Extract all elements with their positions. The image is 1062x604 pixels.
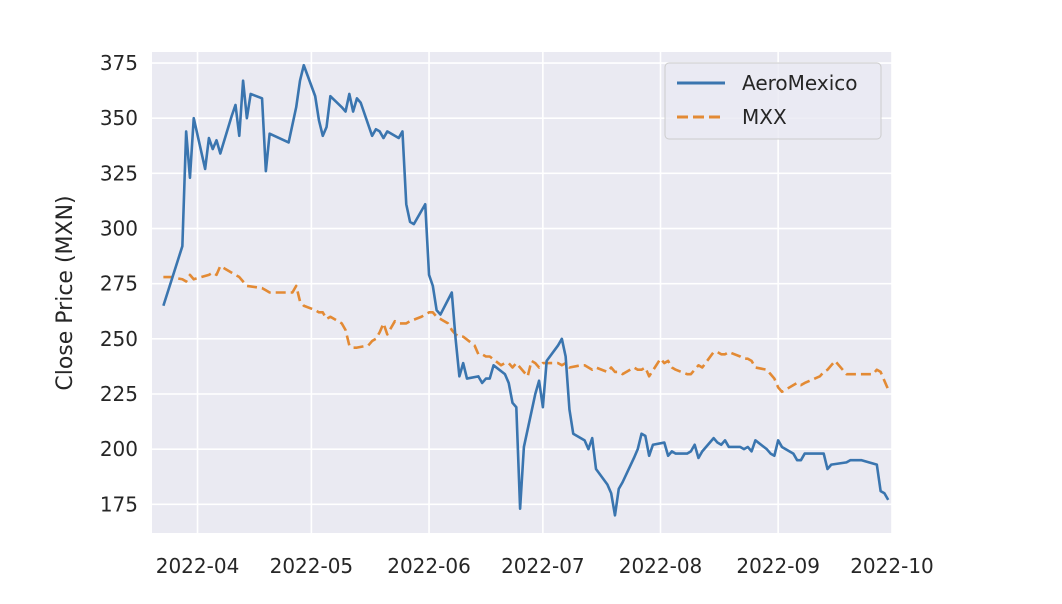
y-tick-label: 350 xyxy=(100,106,138,130)
grid-lines xyxy=(152,52,893,533)
series-line-aeromexico xyxy=(162,63,890,517)
x-tick-label: 2022-10 xyxy=(850,554,934,578)
legend: AeroMexico MXX xyxy=(664,62,882,140)
y-tick-label: 275 xyxy=(100,272,138,296)
x-tick-label: 2022-05 xyxy=(270,554,354,578)
x-tick-label: 2022-07 xyxy=(501,554,585,578)
y-tick-label: 175 xyxy=(100,492,138,516)
y-tick-label: 200 xyxy=(100,437,138,461)
y-axis-title: Close Price (MXN) xyxy=(53,195,78,390)
y-tick-label: 225 xyxy=(100,382,138,406)
y-tick-label: 325 xyxy=(100,161,138,185)
x-tick-label: 2022-08 xyxy=(619,554,703,578)
x-tick-label: 2022-06 xyxy=(387,554,471,578)
legend-label-mxx: MXX xyxy=(742,105,787,129)
y-tick-label: 300 xyxy=(100,217,138,241)
series-layer xyxy=(162,63,890,517)
series-line-mxx xyxy=(163,264,890,394)
x-tick-label: 2022-09 xyxy=(736,554,820,578)
legend-label-aeromexico: AeroMexico xyxy=(742,71,858,95)
y-tick-label: 375 xyxy=(100,51,138,75)
x-tick-label: 2022-04 xyxy=(156,554,240,578)
y-tick-label: 250 xyxy=(100,327,138,351)
tick-labels: 175 200 225 250 275 300 325 350 375 2022-04 2022-0… xyxy=(100,51,934,578)
